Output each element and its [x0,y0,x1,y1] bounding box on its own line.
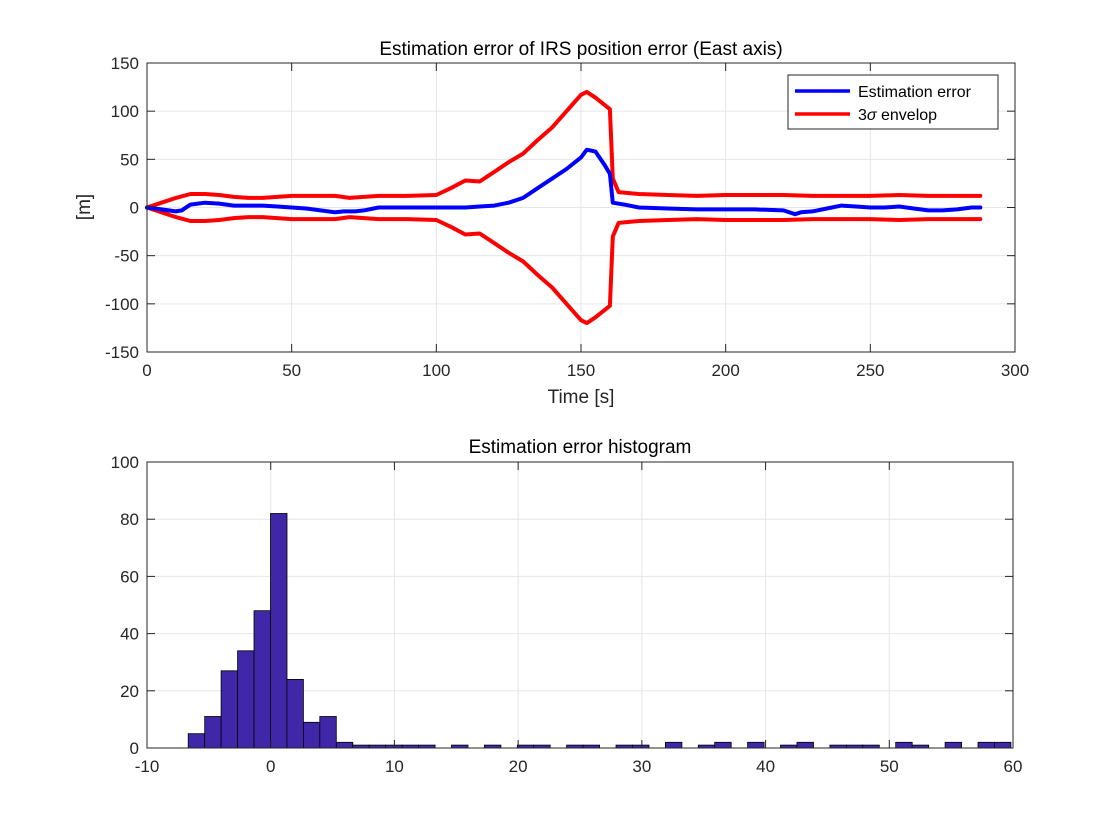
histogram-bar [220,670,239,749]
histogram-bar [944,741,962,749]
tick-marks [146,62,1016,353]
x-tick-label: 40 [756,757,775,776]
x-tick-label: 100 [422,361,450,380]
histogram-bar [977,741,995,749]
histogram-bar [270,513,288,749]
y-tick-label: 40 [120,625,139,644]
series-estimation-error [145,147,983,217]
legend-box [787,74,999,130]
chart-title: Estimation error histogram [469,437,692,458]
legend-label-suffix: envelop [877,107,938,124]
x-tick-label: 250 [856,361,884,380]
y-tick-label: 100 [111,453,139,472]
legend-sigma-symbol: σ [867,107,878,124]
x-tick-label: 0 [142,361,151,380]
histogram-bar [204,716,222,749]
x-tick-label: 300 [1001,361,1029,380]
y-tick-label: 80 [120,510,139,529]
y-axis-label: [m] [74,194,95,220]
x-tick-label: 200 [711,361,739,380]
legend-label-prefix: 3 [858,107,867,124]
x-axis-label: Time [s] [548,387,615,408]
y-tick-labels: 0 20 40 60 80 100 [111,453,139,758]
x-tick-labels: 0 50 100 150 200 250 300 [142,361,1029,380]
x-tick-label: -10 [135,757,160,776]
series-3-sigma-envelop-upper [145,89,983,210]
error-time-series-chart: 0 50 100 150 200 250 300 -150-100-50050100150 … [74,39,1029,408]
histogram-bar [895,741,913,749]
tick-marks [146,461,1014,749]
x-tick-label: 50 [880,757,899,776]
histogram-bar [335,741,354,749]
chart-title: Estimation error of IRS position error (… [379,39,782,60]
axes-box [146,461,1014,749]
y-tick-label: -100 [105,295,139,314]
histogram-bar [665,741,683,749]
x-tick-label: 30 [632,757,651,776]
legend: Estimation error 3σ envelop [787,74,999,130]
y-tick-label: 60 [120,567,139,586]
series-3-sigma-envelop-lower [145,205,983,326]
x-tick-label: 50 [282,361,301,380]
legend-label-3-sigma-envelop: 3σ envelop [858,107,937,124]
y-tick-labels: -150 -100 -50 0 50 100 150 [105,54,139,362]
x-tick-label: 60 [1004,757,1023,776]
y-tick-label: 50 [120,150,139,169]
x-tick-label: 20 [509,757,528,776]
histogram-bar [796,741,814,749]
x-tick-labels: -10 0 10 20 30 40 50 60 [135,757,1023,776]
x-tick-label: 10 [385,757,404,776]
y-tick-label: 0 [130,199,139,218]
histogram-bar [747,741,765,749]
y-tick-label: 20 [120,682,139,701]
histogram-bar [302,721,321,749]
y-tick-label: 100 [111,102,139,121]
histogram-bar [994,741,1012,749]
legend-label-estimation-error: Estimation error [858,84,972,101]
x-tick-label: 150 [567,361,595,380]
y-tick-label: -50 [114,247,139,266]
x-tick-label: 0 [266,757,275,776]
histogram-bar [237,650,255,749]
histogram-bar [187,733,206,749]
histogram-bar [253,610,271,749]
series-layer [145,89,983,326]
histogram-bar [286,679,304,749]
y-tick-label: 0 [130,739,139,758]
y-tick-label: -150 [105,343,139,362]
histogram-bar [319,716,337,749]
y-tick-label: 150 [111,54,139,73]
histogram-bar [714,741,732,749]
